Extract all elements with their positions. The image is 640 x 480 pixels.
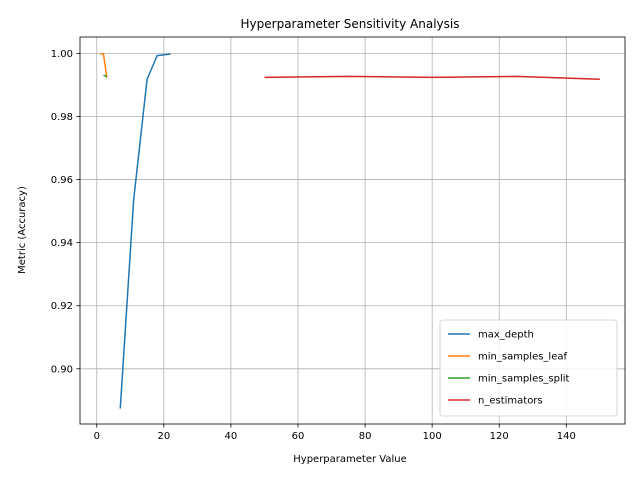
y-tick-label: 0.94 [51,238,73,249]
chart-title: Hyperparameter Sensitivity Analysis [241,17,460,31]
y-tick-label: 0.92 [51,301,73,312]
series-line-max-depth [119,53,171,409]
grid [80,37,625,424]
x-tick-label: 0 [94,431,100,442]
x-axis-label: Hyperparameter Value [293,454,406,465]
x-axis-ticks: 0 20 40 60 80 100 120 140 [94,424,576,442]
x-tick-label: 120 [490,431,509,442]
y-axis-label: Metric (Accuracy) [17,186,28,274]
series-line-min-samples-leaf [100,52,108,78]
legend-entry: min_samples_leaf [478,352,567,363]
y-tick-label: 0.90 [51,364,73,375]
x-tick-label: 60 [292,431,305,442]
legend-entry: min_samples_split [478,374,570,385]
y-tick-label: 0.98 [51,112,73,123]
series-lines [100,52,600,409]
x-tick-label: 80 [359,431,372,442]
y-tick-label: 0.96 [51,175,73,186]
legend-entry: max_depth [478,330,534,341]
legend: max_depth min_samples_leaf min_samples_spl… [439,319,618,417]
x-tick-label: 20 [157,431,170,442]
x-tick-label: 100 [423,431,442,442]
y-axis-ticks: 0.90 0.92 0.94 0.96 0.98 1.00 [51,49,80,375]
series-line-n-estimators [264,75,600,81]
series-line-min-samples-split [103,74,108,78]
legend-entry: n_estimators [478,396,543,407]
x-tick-label: 140 [557,431,576,442]
x-tick-label: 40 [225,431,238,442]
plot-frame [79,36,626,425]
legend-box [439,319,618,417]
y-tick-label: 1.00 [51,49,73,60]
